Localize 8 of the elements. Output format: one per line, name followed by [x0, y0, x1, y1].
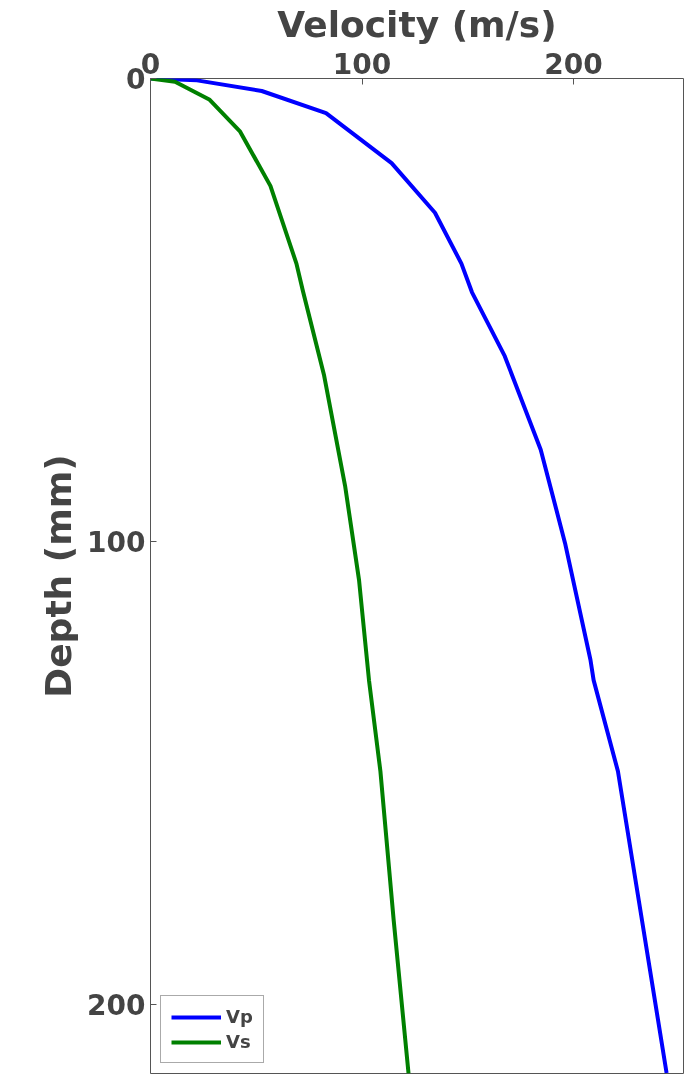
x-axis-title: Velocity (m/s) — [277, 3, 557, 45]
y-axis-title: Depth (mm) — [38, 454, 80, 698]
legend-label: Vp — [226, 1006, 253, 1027]
x-tick-label: 200 — [544, 47, 603, 81]
legend-label: Vs — [226, 1031, 251, 1052]
y-tick-label: 100 — [87, 525, 146, 559]
y-tick-label: 200 — [87, 988, 146, 1022]
x-tick-label: 100 — [332, 47, 392, 81]
